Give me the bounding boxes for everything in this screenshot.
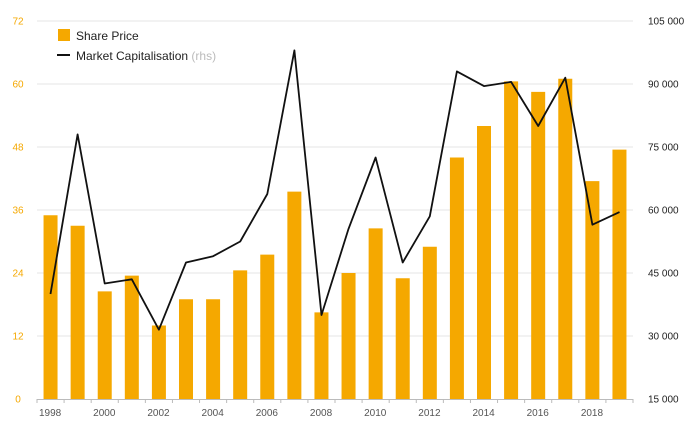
x-tick-label: 2016	[527, 408, 550, 419]
y-left-tick-label: 24	[12, 269, 24, 280]
x-tick-label: 1998	[39, 408, 62, 419]
bar-share-price	[612, 149, 627, 399]
legend-label-market-cap-name: Market Capitalisation	[76, 49, 188, 63]
y-left-tick-label: 36	[12, 206, 24, 217]
bar-share-price	[477, 126, 491, 399]
y-left-tick-label: 48	[12, 143, 24, 154]
y-left-tick-label: 0	[15, 395, 21, 406]
bar-share-price	[585, 181, 600, 399]
y-right-tick-label: 90 000	[648, 80, 679, 91]
legend-label-market-cap-note: (rhs)	[191, 49, 216, 63]
bar-share-price	[260, 254, 275, 399]
bar-share-price	[97, 291, 112, 399]
x-tick-label: 2008	[310, 408, 333, 419]
bar-share-price	[449, 157, 464, 399]
y-right-tick-label: 75 000	[648, 143, 679, 154]
y-axis-left: 0 12 24 36 48 60 72	[12, 17, 24, 406]
y-right-tick-label: 105 000	[648, 17, 685, 28]
bar-share-price	[43, 215, 58, 399]
y-left-tick-label: 12	[12, 332, 24, 343]
legend: Share Price Market Capitalisation (rhs)	[57, 29, 216, 63]
y-axis-right: 15 000 30 000 45 000 60 000 75 000 90 000 105 …	[648, 17, 685, 406]
bar-share-price	[70, 225, 85, 399]
y-left-tick-label: 72	[12, 17, 24, 28]
y-right-tick-label: 60 000	[648, 206, 679, 217]
y-left-tick-label: 60	[12, 80, 24, 91]
bar-share-price	[233, 270, 248, 399]
x-tick-label: 2006	[256, 408, 279, 419]
bar-share-price	[314, 312, 329, 399]
x-tick-label: 2004	[202, 408, 225, 419]
market-cap-line	[49, 49, 620, 331]
market-cap-line-group	[49, 49, 620, 331]
bar-share-price	[395, 278, 410, 399]
bar-share-price	[422, 246, 437, 399]
legend-swatch-share-price	[58, 29, 70, 41]
y-right-tick-label: 15 000	[648, 395, 679, 406]
x-tick-label: 2018	[581, 408, 604, 419]
x-tick-label: 2002	[147, 408, 170, 419]
bar-share-price	[151, 325, 166, 399]
legend-label-market-cap: Market Capitalisation (rhs)	[76, 49, 216, 63]
bar-share-price	[206, 299, 221, 399]
x-tick-label: 2000	[93, 408, 116, 419]
x-axis: 1998 2000 2002 2004 2006 2008 2010 2012 2014 2016…	[36, 399, 634, 419]
x-tick-label: 2014	[472, 408, 495, 419]
bar-share-price	[341, 273, 356, 399]
bar-share-price	[179, 299, 193, 399]
bar-share-price	[558, 78, 573, 399]
legend-label-share-price: Share Price	[76, 29, 139, 43]
bar-share-price	[531, 91, 546, 399]
bar-share-price	[124, 275, 139, 399]
x-tick-label: 2010	[364, 408, 387, 419]
y-right-tick-label: 45 000	[648, 269, 679, 280]
share-price-bars	[43, 78, 627, 399]
bar-share-price	[287, 191, 302, 399]
bar-share-price	[368, 228, 383, 399]
x-tick-label: 2012	[418, 408, 441, 419]
y-right-tick-label: 30 000	[648, 332, 679, 343]
bar-share-price	[504, 81, 519, 399]
